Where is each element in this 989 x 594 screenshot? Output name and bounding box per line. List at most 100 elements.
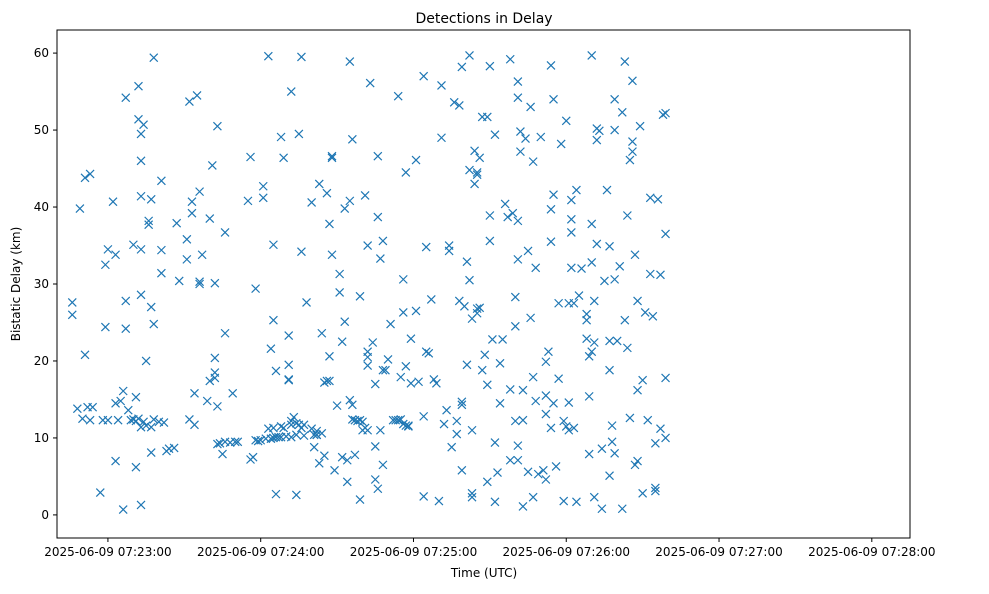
data-point (174, 276, 184, 286)
data-point (559, 496, 569, 506)
data-point (373, 212, 383, 222)
data-point (549, 190, 558, 200)
data-point (638, 375, 648, 385)
data-point (465, 50, 474, 60)
data-point (584, 449, 594, 459)
data-point (566, 214, 576, 224)
data-point (182, 234, 192, 244)
data-point (650, 438, 660, 448)
data-point (159, 418, 169, 427)
data-point (513, 216, 523, 226)
data-point (528, 492, 538, 502)
data-point (566, 228, 576, 237)
data-point (561, 116, 571, 126)
data-point (406, 334, 416, 344)
data-point (207, 161, 217, 170)
data-point (426, 294, 436, 304)
data-point (78, 414, 87, 424)
data-point (513, 254, 523, 264)
data-point (111, 250, 120, 260)
y-tick-label: 0 (41, 508, 49, 522)
data-point (465, 165, 474, 175)
data-point (85, 415, 95, 425)
data-point (121, 324, 131, 334)
data-point (457, 397, 467, 407)
data-point (470, 146, 480, 156)
data-point (269, 240, 278, 250)
data-point (330, 465, 339, 475)
chart-title: Detections in Delay (415, 11, 552, 27)
data-point (424, 348, 434, 358)
data-point (72, 404, 82, 414)
data-point (136, 156, 146, 166)
data-point (398, 308, 408, 317)
data-point (243, 196, 253, 206)
data-point (368, 338, 378, 347)
plot-area (67, 50, 670, 514)
data-point (510, 292, 520, 302)
data-point (136, 500, 146, 510)
data-point (314, 458, 324, 468)
data-point (523, 246, 533, 256)
data-point (597, 444, 607, 454)
data-point (156, 176, 166, 186)
data-point (297, 52, 306, 62)
data-point (551, 461, 561, 471)
data-point (533, 469, 543, 479)
data-point (546, 204, 556, 214)
data-point (258, 193, 268, 203)
data-point (513, 441, 523, 451)
data-point (569, 423, 579, 433)
data-point (531, 396, 541, 406)
data-point (661, 373, 670, 383)
data-point (628, 147, 637, 157)
data-point (605, 365, 614, 375)
data-point (345, 395, 355, 405)
data-point (393, 91, 403, 101)
data-point (335, 269, 345, 279)
data-point (559, 416, 569, 426)
data-point (411, 306, 421, 316)
data-point (406, 378, 416, 388)
data-point (457, 465, 467, 475)
data-point (279, 153, 289, 163)
data-point (510, 321, 520, 331)
data-point (485, 236, 495, 246)
data-point (635, 121, 645, 131)
data-point (103, 244, 113, 254)
data-point (327, 250, 337, 260)
data-point (317, 428, 327, 438)
data-point (467, 425, 477, 435)
data-point (337, 452, 347, 462)
data-point (605, 336, 614, 346)
data-point (549, 398, 558, 408)
data-point (67, 298, 77, 307)
y-tick-label: 50 (34, 123, 49, 137)
data-point (144, 216, 154, 226)
data-point (495, 398, 505, 408)
plot-frame (56, 29, 911, 539)
data-point (156, 268, 166, 278)
data-point (195, 279, 205, 289)
data-point (607, 421, 617, 431)
data-point (605, 471, 614, 481)
data-point (482, 477, 492, 487)
data-point (184, 97, 194, 107)
data-point (139, 120, 148, 130)
data-point (526, 102, 536, 112)
data-point (549, 94, 558, 104)
data-point (633, 296, 642, 306)
data-point (622, 211, 632, 220)
data-point (572, 185, 581, 195)
data-point (75, 204, 85, 213)
data-point (656, 424, 665, 434)
data-point (113, 415, 123, 425)
data-point (85, 169, 95, 179)
data-point (569, 298, 579, 308)
data-point (322, 376, 332, 386)
data-point (528, 157, 538, 167)
data-point (487, 334, 497, 344)
data-point (472, 170, 482, 180)
data-point (136, 191, 146, 201)
data-point (322, 188, 332, 198)
